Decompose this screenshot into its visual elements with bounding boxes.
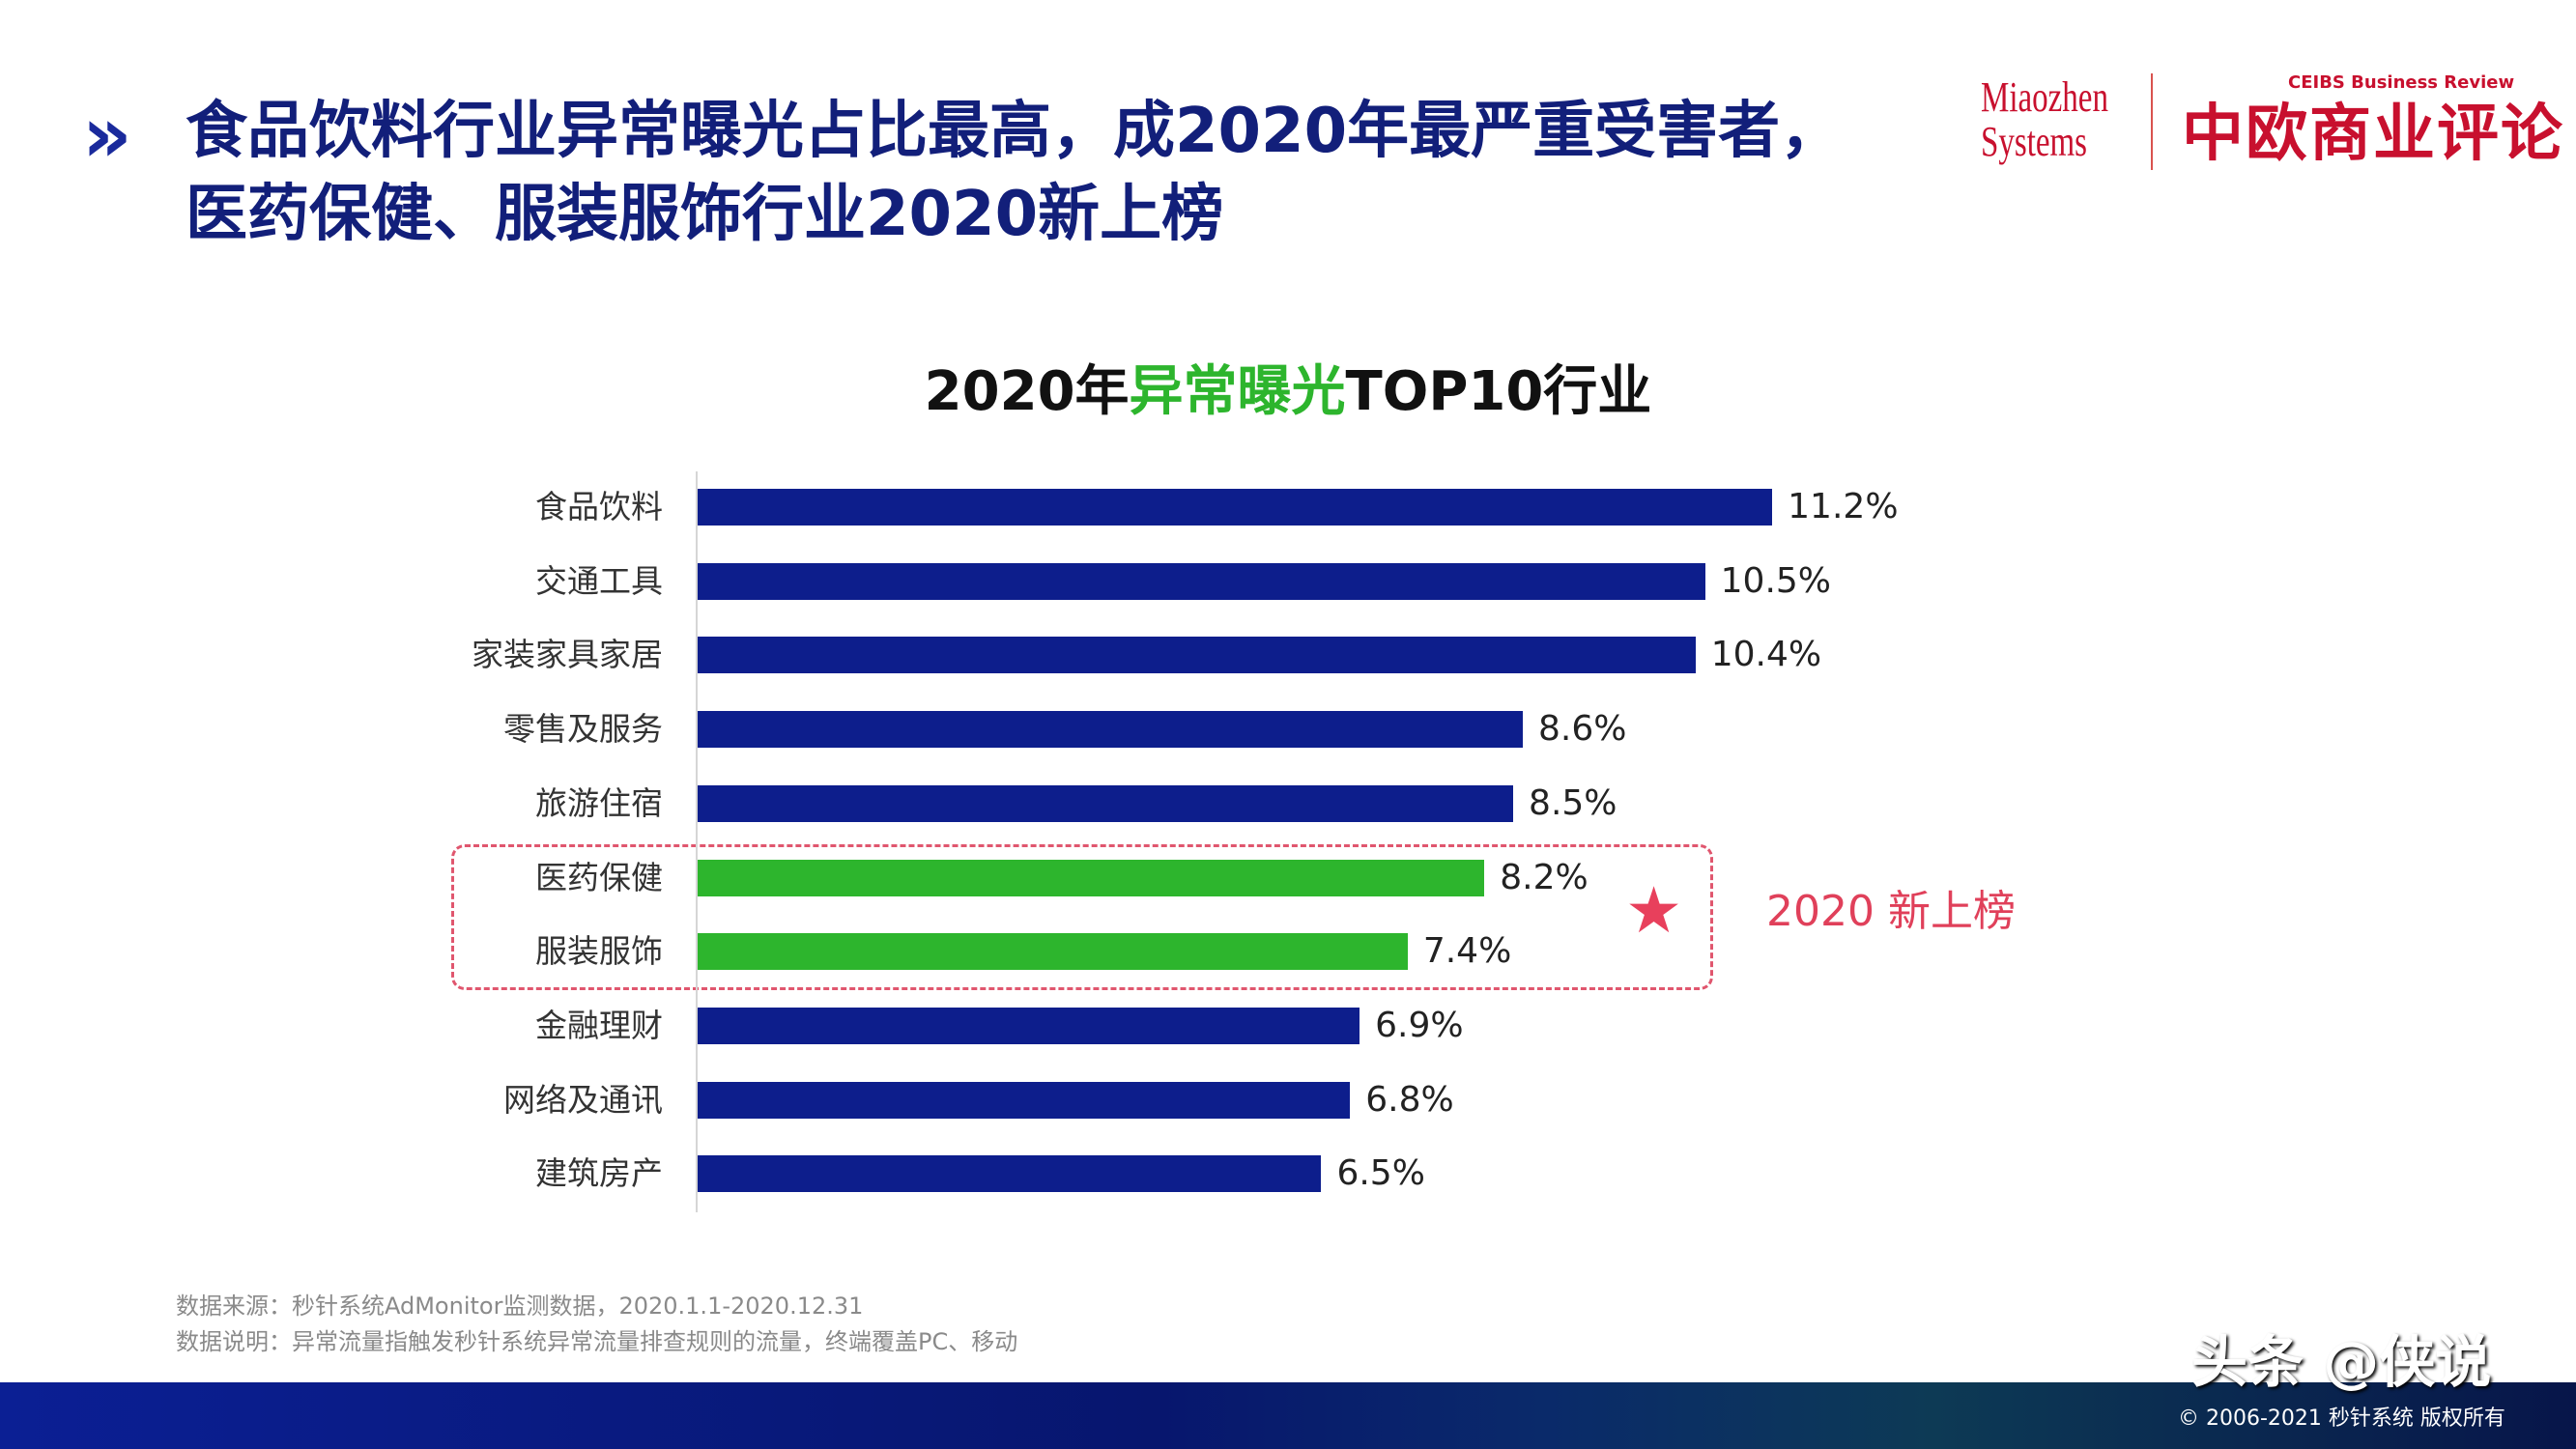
chart-title-highlight: 异常曝光	[1129, 360, 1346, 423]
new-entry-annotation: 2020 新上榜	[1766, 887, 2016, 936]
star-icon: ★	[1625, 873, 1683, 948]
logo-text: Systems	[1981, 118, 2088, 165]
logo-text: Miaozhen	[1981, 73, 2108, 121]
value-label: 10.4%	[1710, 635, 1822, 675]
page-title-line2: 医药保健、服装服饰行业2020新上榜	[186, 179, 1224, 250]
category-label: 建筑房产	[535, 1154, 663, 1193]
value-label: 11.2%	[1788, 487, 1899, 526]
ceibs-logo-cn: 中欧商业评论	[2182, 98, 2564, 170]
bar	[698, 859, 1485, 896]
bar	[698, 562, 1705, 600]
miaozhen-logo: Miaozhen Systems	[1981, 75, 2108, 164]
bar	[698, 933, 1408, 971]
bar	[698, 711, 1523, 749]
chart-title: 2020年异常曝光TOP10行业	[0, 348, 2576, 426]
double-chevron-right-icon: »	[82, 90, 131, 180]
category-label: 交通工具	[535, 561, 663, 600]
highlight-box	[451, 844, 1713, 990]
bar	[698, 1155, 1322, 1193]
category-label: 旅游住宿	[535, 783, 663, 822]
value-label: 6.8%	[1365, 1079, 1454, 1120]
bar	[698, 489, 1773, 526]
category-label: 零售及服务	[503, 710, 663, 749]
page-title-line1: 食品饮料行业异常曝光占比最高，成2020年最严重受害者，	[186, 96, 1843, 167]
value-label: 6.5%	[1336, 1153, 1425, 1194]
bar	[698, 1081, 1351, 1119]
category-label: 网络及通讯	[503, 1080, 663, 1119]
value-label: 7.4%	[1422, 931, 1512, 972]
y-axis-line	[696, 471, 698, 1212]
category-label: 金融理财	[535, 1006, 663, 1044]
category-label: 家装家具家居	[472, 636, 663, 674]
logo-divider	[2151, 73, 2153, 170]
footnote-source: 数据来源：秒针系统AdMonitor监测数据，2020.1.1-2020.12.…	[176, 1293, 864, 1320]
chart-title-part: 2020年	[924, 360, 1130, 423]
value-label: 8.6%	[1537, 709, 1627, 750]
chart-title-part: TOP10行业	[1345, 360, 1652, 423]
category-label: 食品饮料	[535, 488, 663, 526]
watermark: 头条 @侠说	[2191, 1329, 2492, 1395]
bar	[698, 784, 1514, 822]
category-label: 服装服饰	[535, 932, 663, 971]
value-label: 6.9%	[1375, 1005, 1464, 1045]
bar	[698, 637, 1696, 674]
bar	[698, 1007, 1360, 1044]
value-label: 8.2%	[1500, 857, 1589, 897]
ceibs-logo-en: CEIBS Business Review	[2288, 72, 2515, 93]
value-label: 10.5%	[1720, 560, 1832, 601]
value-label: 8.5%	[1529, 782, 1617, 823]
footnote-description: 数据说明：异常流量指触发秒针系统异常流量排查规则的流量，终端覆盖PC、移动	[176, 1328, 1018, 1355]
footer-band	[0, 1382, 2576, 1449]
category-label: 医药保健	[535, 858, 663, 896]
copyright: © 2006-2021 秒针系统 版权所有	[2178, 1406, 2505, 1431]
